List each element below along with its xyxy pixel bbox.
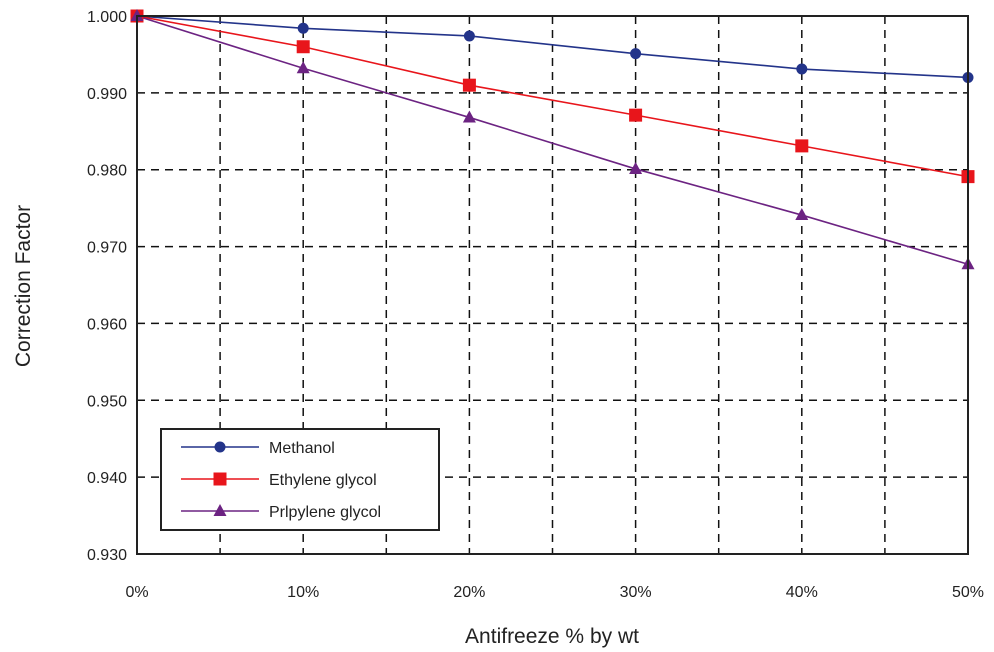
data-point-ethylene-glycol [462, 78, 476, 92]
legend: Methanol Ethylene glycol Prlpylene glycol [160, 428, 440, 531]
legend-marker-prlpylene-glycol [213, 504, 227, 516]
y-tick-label: 0.930 [87, 547, 127, 564]
data-point-methanol [297, 22, 309, 34]
legend-marker-methanol [214, 441, 226, 453]
series-line-ethylene-glycol [136, 15, 969, 178]
x-axis-title: Antifreeze % by wt [465, 625, 639, 648]
y-tick-label: 0.990 [87, 86, 127, 103]
y-tick-label: 0.970 [87, 240, 127, 257]
y-tick-label: 0.940 [87, 470, 127, 487]
x-tick-label: 40% [786, 584, 818, 601]
y-tick-label: 0.950 [87, 393, 127, 410]
data-point-markers [130, 9, 975, 270]
data-point-prlpylene-glycol [296, 61, 310, 74]
data-point-ethylene-glycol [629, 108, 643, 122]
legend-marker-ethylene-glycol [213, 472, 227, 486]
x-axis-tick-labels: 0% 10% 20% 30% 40% 50% [125, 584, 984, 601]
data-point-methanol [630, 48, 642, 60]
x-tick-label: 20% [453, 584, 485, 601]
legend-label-methanol: Methanol [269, 440, 335, 457]
x-tick-label: 30% [620, 584, 652, 601]
data-point-prlpylene-glycol [795, 208, 809, 221]
data-point-ethylene-glycol [795, 139, 809, 153]
grid-lines [137, 16, 968, 554]
data-point-methanol [796, 63, 808, 75]
x-tick-label: 0% [125, 584, 148, 601]
x-tick-label: 10% [287, 584, 319, 601]
series-line-prlpylene-glycol [136, 15, 969, 266]
series-lines [136, 15, 969, 266]
y-axis-title: Correction Factor [12, 205, 35, 367]
data-point-ethylene-glycol [296, 40, 310, 54]
y-tick-label: 1.000 [87, 9, 127, 26]
y-tick-label: 0.980 [87, 163, 127, 180]
y-tick-label: 0.960 [87, 316, 127, 333]
series-line-methanol [136, 15, 969, 79]
legend-label-ethylene-glycol: Ethylene glycol [269, 472, 377, 489]
data-point-methanol [463, 30, 475, 42]
data-point-prlpylene-glycol [629, 161, 643, 174]
x-tick-label: 50% [952, 584, 984, 601]
y-axis-tick-labels: 0.930 0.940 0.950 0.960 0.970 0.980 0.990 1.000 [87, 9, 127, 564]
plot-area-frame [136, 15, 969, 555]
data-point-prlpylene-glycol [462, 110, 476, 123]
legend-label-prlpylene-glycol: Prlpylene glycol [269, 504, 381, 521]
